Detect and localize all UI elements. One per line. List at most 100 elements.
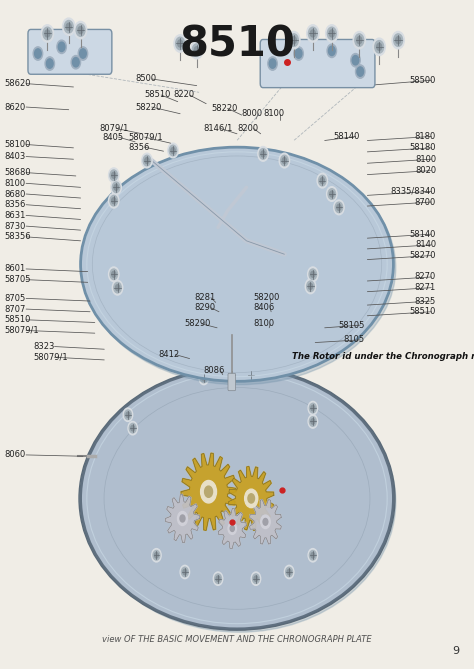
FancyBboxPatch shape	[228, 373, 236, 391]
Polygon shape	[225, 209, 282, 289]
Text: 58140: 58140	[334, 132, 360, 141]
Text: 8100: 8100	[254, 319, 275, 328]
Circle shape	[254, 288, 263, 301]
Circle shape	[176, 37, 184, 50]
Circle shape	[71, 56, 81, 69]
Circle shape	[180, 288, 185, 294]
Circle shape	[43, 27, 52, 39]
Circle shape	[251, 572, 261, 585]
Circle shape	[396, 37, 401, 43]
Circle shape	[57, 40, 66, 54]
Circle shape	[328, 189, 336, 199]
Circle shape	[258, 147, 268, 161]
Circle shape	[153, 551, 160, 560]
Text: 8680: 8680	[5, 189, 26, 199]
Circle shape	[356, 65, 365, 78]
Circle shape	[194, 47, 199, 54]
Circle shape	[35, 49, 41, 58]
Circle shape	[297, 288, 301, 294]
Circle shape	[355, 34, 364, 46]
Circle shape	[329, 30, 334, 37]
Polygon shape	[201, 276, 230, 316]
Circle shape	[230, 372, 234, 377]
Text: 8323: 8323	[33, 342, 55, 351]
Circle shape	[308, 267, 318, 282]
Circle shape	[309, 27, 317, 39]
Circle shape	[116, 285, 119, 290]
Circle shape	[208, 256, 214, 266]
Circle shape	[230, 526, 234, 531]
Circle shape	[311, 553, 315, 558]
Text: 8271: 8271	[415, 283, 436, 292]
Circle shape	[63, 18, 75, 35]
Text: 8707: 8707	[5, 304, 26, 314]
Circle shape	[290, 34, 298, 46]
Circle shape	[310, 30, 315, 37]
Polygon shape	[250, 500, 281, 544]
Circle shape	[269, 59, 276, 68]
Text: 58510: 58510	[410, 307, 436, 316]
Circle shape	[308, 415, 318, 428]
Circle shape	[213, 572, 223, 585]
Circle shape	[112, 280, 123, 295]
Polygon shape	[188, 229, 234, 293]
Circle shape	[328, 27, 336, 39]
Circle shape	[319, 175, 326, 186]
Circle shape	[353, 31, 365, 49]
Circle shape	[392, 31, 404, 49]
Text: 8412: 8412	[159, 350, 180, 359]
Circle shape	[256, 291, 261, 298]
Text: 58510: 58510	[5, 315, 31, 324]
Text: 8270: 8270	[415, 272, 436, 282]
Circle shape	[284, 246, 299, 266]
Circle shape	[142, 153, 152, 168]
Polygon shape	[228, 466, 274, 531]
Circle shape	[245, 237, 262, 261]
Text: 8405: 8405	[102, 132, 123, 142]
Text: 8105: 8105	[344, 335, 365, 345]
Circle shape	[352, 56, 359, 65]
Circle shape	[78, 27, 83, 33]
Circle shape	[309, 284, 312, 289]
Circle shape	[295, 49, 302, 58]
Text: 58200: 58200	[254, 293, 280, 302]
Circle shape	[288, 250, 295, 261]
Circle shape	[112, 272, 116, 277]
Circle shape	[80, 49, 86, 58]
Text: 8620: 8620	[5, 102, 26, 112]
Circle shape	[131, 425, 135, 431]
Text: 8060: 8060	[5, 450, 26, 460]
Circle shape	[112, 182, 120, 193]
Circle shape	[334, 200, 344, 215]
Polygon shape	[165, 267, 200, 315]
Text: 8079/1: 8079/1	[100, 124, 129, 133]
Circle shape	[307, 281, 314, 292]
Circle shape	[111, 180, 121, 195]
Circle shape	[351, 54, 360, 67]
Text: 8086: 8086	[204, 366, 225, 375]
Circle shape	[143, 155, 151, 166]
Text: 8631: 8631	[5, 211, 26, 220]
Text: 58180: 58180	[410, 143, 436, 153]
Text: 8601: 8601	[5, 264, 26, 274]
Ellipse shape	[81, 368, 393, 629]
Circle shape	[310, 551, 316, 560]
Circle shape	[180, 515, 185, 522]
Circle shape	[286, 567, 292, 577]
Circle shape	[168, 227, 187, 254]
Text: 8180: 8180	[415, 132, 436, 141]
Circle shape	[327, 44, 337, 58]
Polygon shape	[267, 221, 316, 290]
Circle shape	[292, 37, 296, 43]
Circle shape	[328, 46, 335, 56]
Circle shape	[261, 151, 265, 157]
Circle shape	[268, 57, 277, 70]
Circle shape	[215, 574, 221, 583]
Text: view OF THE BASIC MOVEMENT AND THE CHRONOGRAPH PLATE: view OF THE BASIC MOVEMENT AND THE CHRON…	[102, 635, 372, 644]
Circle shape	[327, 187, 337, 201]
Circle shape	[114, 282, 121, 293]
Circle shape	[201, 480, 217, 503]
Circle shape	[126, 412, 130, 417]
Text: 58705: 58705	[5, 275, 31, 284]
Text: 8220: 8220	[173, 90, 194, 100]
